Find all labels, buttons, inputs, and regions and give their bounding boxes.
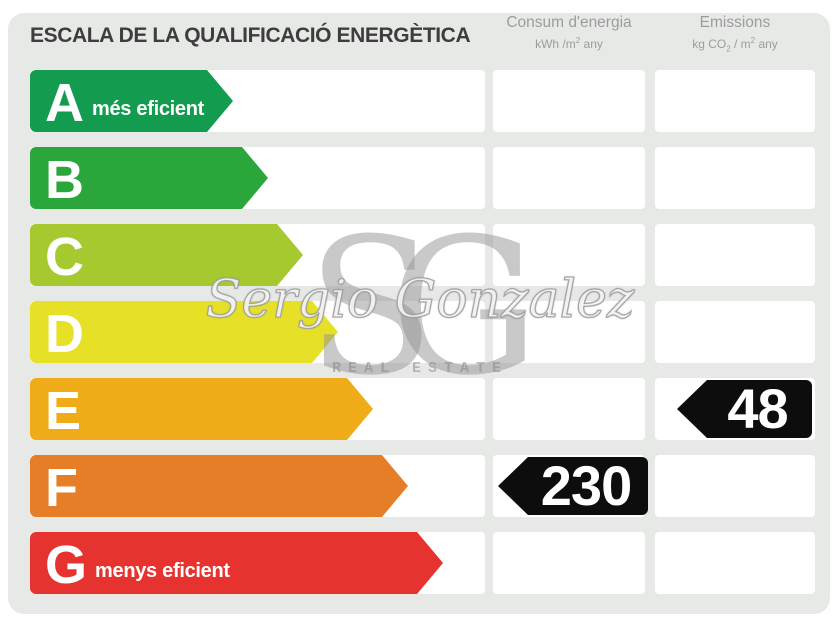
rating-bar-b: B	[30, 147, 268, 209]
rating-row-b: B	[0, 147, 840, 209]
consum-unit: kWh /m2 any	[535, 36, 603, 52]
consum-label: Consum d'energia	[506, 14, 632, 31]
emissions-cell	[655, 224, 815, 286]
rating-note: més eficient	[92, 98, 205, 120]
consum-cell	[493, 224, 645, 286]
consum-cell	[493, 147, 645, 209]
rating-letter: C	[45, 227, 83, 287]
rating-letter: G	[45, 535, 87, 595]
emissions-cell	[655, 70, 815, 132]
rating-row-a: A més eficient	[0, 70, 840, 132]
consum-cell	[493, 378, 645, 440]
consum-cell	[493, 532, 645, 594]
rating-row-g: G menys eficient	[0, 532, 840, 594]
rating-letter: B	[45, 150, 83, 210]
emissions-label: Emissions	[699, 14, 771, 31]
emissions-cell	[655, 532, 815, 594]
emissions-cell	[655, 147, 815, 209]
emissions-value-arrow: 48	[677, 380, 812, 438]
emissions-cell	[655, 301, 815, 363]
emissions-cell	[655, 455, 815, 517]
rating-letter: A	[45, 73, 83, 133]
rating-bar-d: D	[30, 301, 338, 363]
rating-row-c: C	[0, 224, 840, 286]
rating-bar-c: C	[30, 224, 303, 286]
consum-cell	[493, 70, 645, 132]
column-header-consum: Consum d'energia kWh /m2 any	[489, 13, 649, 52]
rating-bar-g: G menys eficient	[30, 532, 443, 594]
rating-row-d: D	[0, 301, 840, 363]
rating-row-f: F	[0, 455, 840, 517]
rating-bar-e: E	[30, 378, 373, 440]
emissions-value: 48	[727, 377, 788, 440]
consum-cell	[493, 301, 645, 363]
rating-bar-a: A més eficient	[30, 70, 233, 132]
consum-value: 230	[540, 454, 632, 517]
rating-letter: D	[45, 304, 83, 364]
rating-bar-f: F	[30, 455, 408, 517]
consum-value-arrow: 230	[498, 457, 648, 515]
emissions-unit: kg CO2 / m2 any	[692, 36, 778, 54]
rating-letter: F	[45, 458, 77, 518]
column-header-emissions: Emissions kg CO2 / m2 any	[651, 13, 819, 55]
rating-letter: E	[45, 381, 81, 441]
rating-note: menys eficient	[95, 560, 230, 582]
page-title: ESCALA DE LA QUALIFICACIÓ ENERGÈTICA	[30, 24, 471, 47]
